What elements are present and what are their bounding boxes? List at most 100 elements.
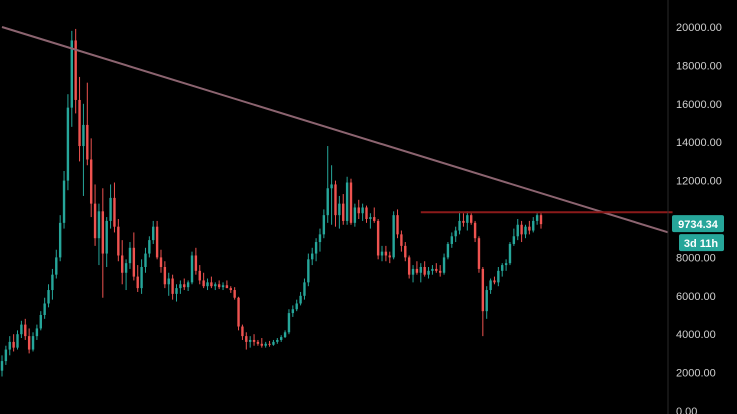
bar-countdown-value: 3d 11h (684, 238, 719, 250)
candle-body (342, 203, 345, 221)
candle-body (365, 207, 368, 219)
candle-body (512, 236, 516, 244)
candle-body (140, 267, 143, 289)
candle-body (202, 280, 205, 287)
candle-body (446, 243, 450, 258)
candle-body (31, 336, 35, 350)
candle-body (473, 222, 477, 239)
candle-body (121, 255, 124, 273)
candle-body (190, 255, 194, 283)
candle-body (334, 184, 337, 216)
candle-body (241, 326, 244, 337)
candle-body (326, 188, 329, 216)
candle-body (388, 255, 391, 258)
candle-body (369, 217, 372, 219)
candle-body (287, 313, 291, 333)
candle-body (0, 361, 4, 371)
bar-countdown-badge: 3d 11h (679, 234, 724, 252)
candle-body (481, 268, 485, 312)
candle-body (435, 268, 438, 271)
candle-body (539, 215, 543, 225)
candle-body (70, 40, 74, 108)
price-axis-label: 6000.00 (676, 291, 716, 303)
candle-body (152, 226, 155, 241)
last-price-value: 9734.34 (678, 219, 719, 231)
candle-body (55, 257, 58, 275)
candle-body (318, 234, 322, 243)
candle-body (24, 324, 27, 337)
candle-body (299, 295, 302, 304)
candle-body (303, 282, 306, 296)
candle-body (62, 180, 66, 223)
candle-body (93, 203, 97, 239)
candle-body (101, 211, 105, 254)
candle-body (357, 207, 360, 214)
candle-body (8, 341, 11, 350)
candle-body (217, 284, 221, 288)
candle-body (171, 278, 174, 294)
candle-body (501, 265, 504, 271)
candle-body (136, 276, 139, 289)
candle-body (124, 263, 128, 273)
candle-body (159, 257, 163, 267)
candle-body (128, 247, 132, 264)
candle-body (373, 217, 376, 221)
price-axis-label: 0.00 (676, 406, 697, 414)
candle-body (252, 339, 256, 342)
candle-body (314, 242, 318, 254)
candle-body (392, 215, 395, 258)
candle-body (20, 324, 23, 335)
candle-body (469, 215, 473, 223)
candle-body (458, 220, 461, 231)
candle-body (12, 341, 15, 348)
candles-layer (0, 28, 543, 377)
last-price-badge: 9734.34 (672, 215, 724, 233)
candle-body (504, 263, 508, 266)
candle-body (384, 251, 388, 256)
candle-body (186, 282, 190, 288)
candle-body (221, 285, 225, 288)
candle-body (16, 334, 19, 348)
candle-body (245, 336, 248, 342)
candle-body (415, 268, 419, 273)
candle-body (493, 280, 496, 283)
candle-body (516, 224, 519, 237)
candle-body (78, 99, 81, 147)
candle-body (155, 226, 159, 258)
candle-body (210, 282, 213, 287)
candle-body (248, 339, 252, 342)
candle-body (295, 303, 298, 310)
candle-body (524, 226, 527, 235)
candle-body (183, 284, 186, 288)
candle-body (35, 328, 39, 337)
descending-trendline[interactable] (1, 26, 669, 234)
candle-body (256, 341, 260, 344)
candle-body (450, 236, 454, 244)
candle-body (508, 243, 512, 264)
candle-body (233, 290, 236, 298)
candle-body (74, 40, 77, 100)
price-axis-label: 16000.00 (676, 99, 722, 111)
candle-body (477, 238, 481, 269)
candle-body (283, 332, 287, 338)
candle-body (117, 226, 120, 256)
candle-body (311, 253, 314, 260)
candle-body (485, 290, 488, 312)
candle-body (411, 268, 415, 275)
price-axis-label: 12000.00 (676, 176, 722, 188)
candle-body (229, 288, 232, 291)
candle-body (175, 288, 178, 294)
candle-body (225, 285, 229, 289)
candle-body (82, 124, 85, 147)
candle-body (4, 349, 8, 362)
candle-body (47, 290, 50, 304)
candle-body (454, 230, 457, 237)
candle-body (268, 343, 271, 345)
candle-body (535, 215, 539, 221)
candle-body (442, 257, 446, 273)
candle-body (427, 270, 430, 275)
candle-body (132, 247, 136, 277)
candle-body (291, 309, 295, 314)
